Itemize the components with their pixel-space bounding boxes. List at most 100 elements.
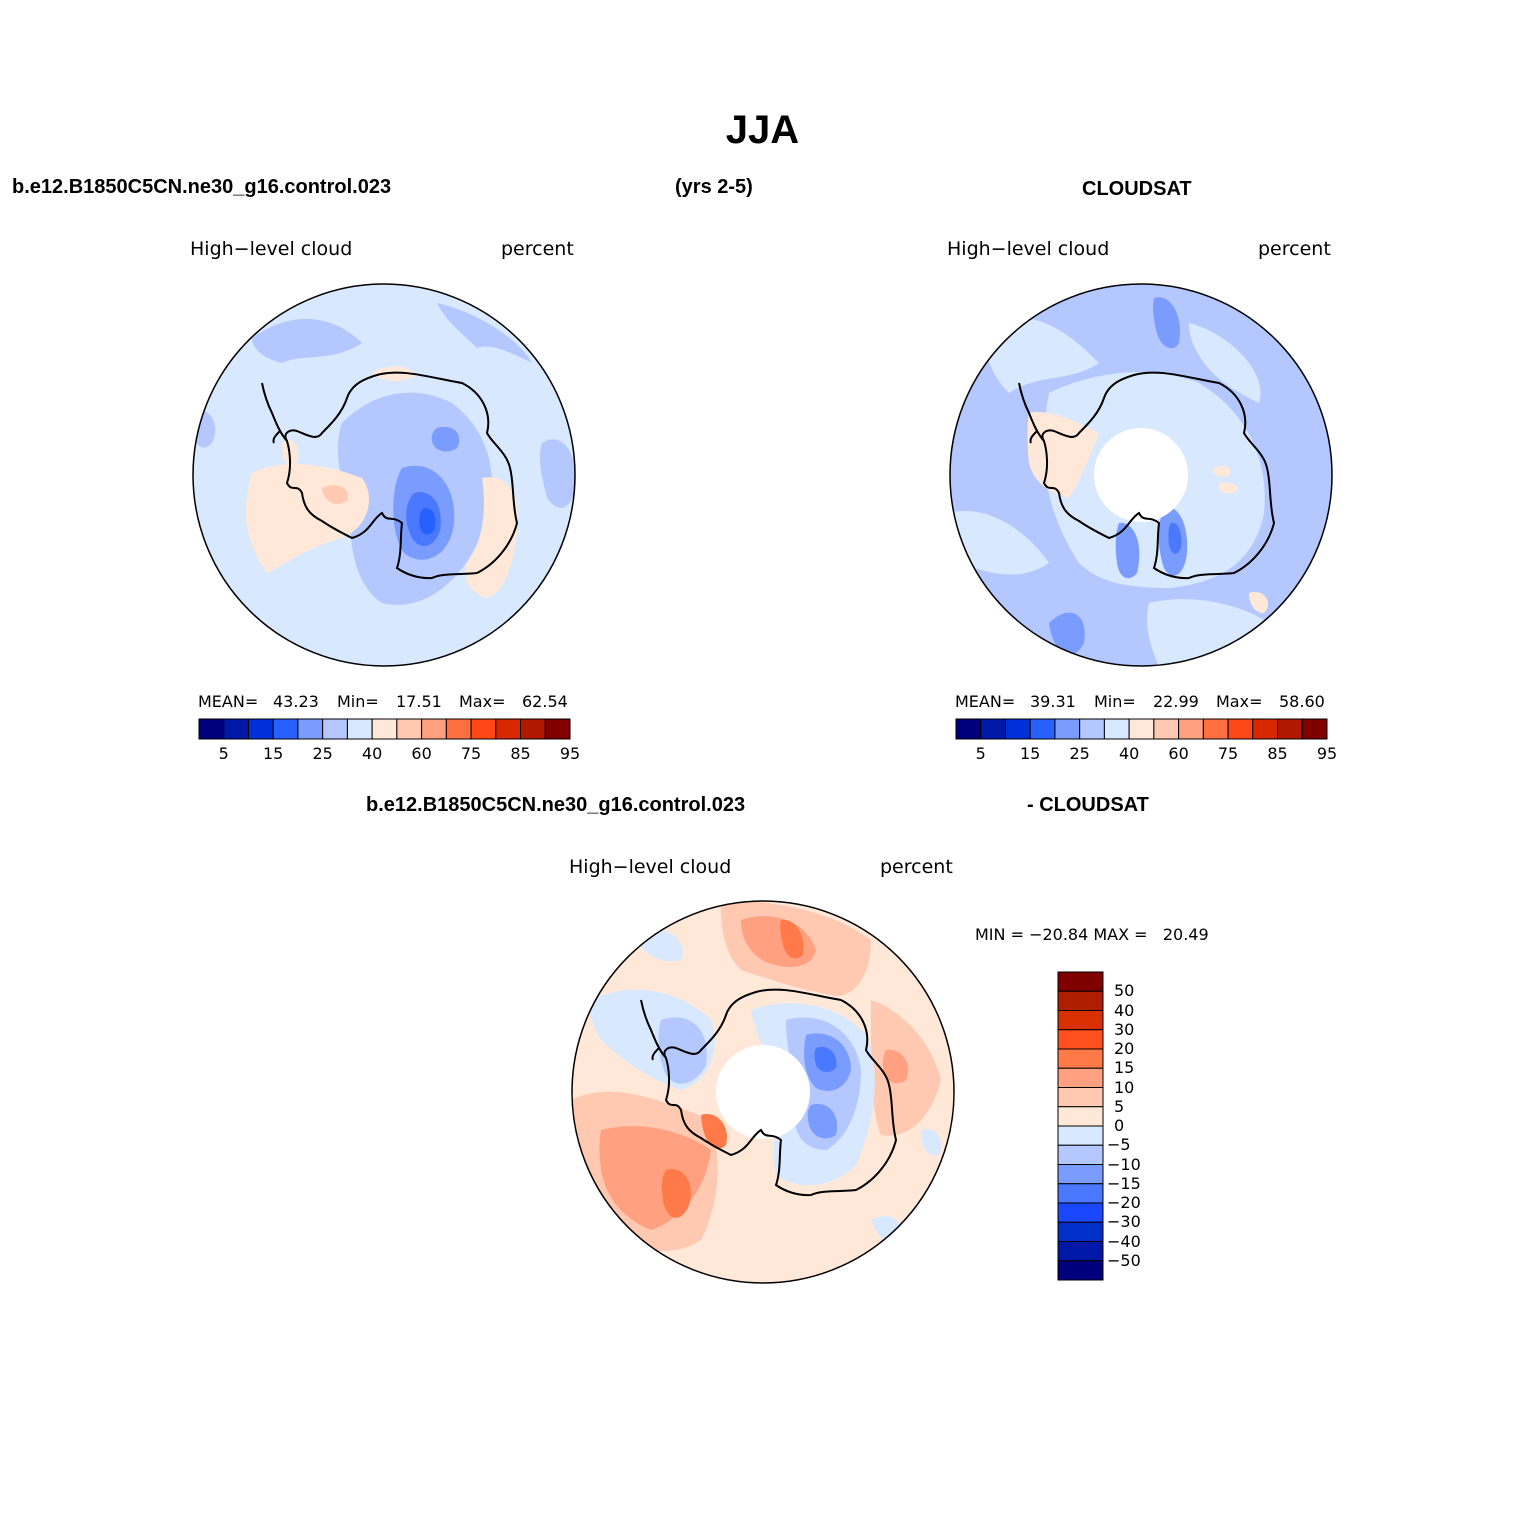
model-case-label: b.e12.B1850C5CN.ne30_g16.control.023 xyxy=(12,176,392,198)
colorbar-tick-label: 40 xyxy=(361,744,383,763)
colorbar-swatch xyxy=(1252,718,1279,740)
obs-polar-map xyxy=(949,283,1333,667)
colorbar-swatch xyxy=(1057,1106,1104,1127)
colorbar-tick-label: 50 xyxy=(1114,981,1135,1001)
obs-min-value: 22.99 xyxy=(1153,692,1199,711)
map-fill-light xyxy=(1189,323,1261,403)
colorbar-swatch xyxy=(1301,718,1328,740)
obs-variable-label: High−level cloud xyxy=(947,238,1110,260)
colorbar-tick-label: 95 xyxy=(559,744,581,763)
model-max-value: 62.54 xyxy=(522,692,568,711)
colorbar-tick-label: −10 xyxy=(1107,1154,1141,1174)
model-polar-map xyxy=(192,283,576,667)
map-fill-peach xyxy=(1249,592,1269,613)
antarctic-peninsula xyxy=(261,382,288,444)
map-fill-blue xyxy=(437,303,532,363)
map-fill-salmon xyxy=(883,1049,909,1084)
map-fill-salmon xyxy=(661,1169,691,1218)
colorbar-swatch xyxy=(1057,1087,1104,1108)
no-data-pole xyxy=(1094,428,1188,522)
colorbar-swatch xyxy=(1029,718,1056,740)
colorbar-tick-label: 60 xyxy=(1168,744,1189,763)
colorbar-tick-label: 30 xyxy=(1114,1019,1135,1039)
model-min-label: Min= xyxy=(337,692,379,711)
colorbar-swatch xyxy=(1057,1029,1104,1050)
colorbar-swatch xyxy=(544,718,571,740)
map-fill-blue xyxy=(1115,522,1140,579)
colorbar-swatch xyxy=(495,718,522,740)
colorbar-swatch xyxy=(421,718,447,740)
antarctic-peninsula xyxy=(1018,382,1045,444)
colorbar-swatch xyxy=(1057,1144,1104,1165)
obs-mean-label: MEAN= xyxy=(955,692,1016,711)
years-label: (yrs 2-5) xyxy=(675,176,753,198)
colorbar-tick-label: 5 xyxy=(1114,1096,1125,1116)
colorbar-swatch xyxy=(247,718,274,740)
obs-mean-value: 39.31 xyxy=(1030,692,1076,711)
diff-units-label: percent xyxy=(880,856,953,878)
obs-colorbar xyxy=(955,718,1328,740)
colorbar-tick-label: 95 xyxy=(1316,744,1338,763)
colorbar-swatch xyxy=(1057,1048,1104,1069)
map-fill-blue xyxy=(807,1104,838,1139)
colorbar-tick-label: 75 xyxy=(460,744,482,763)
antarctica-coastline xyxy=(284,371,519,580)
map-fill-blue xyxy=(814,1046,837,1072)
colorbar-swatch xyxy=(1153,718,1180,740)
colorbar-tick-label: 0 xyxy=(1114,1116,1125,1135)
colorbar-swatch xyxy=(980,718,1006,740)
colorbar-tick-label: −15 xyxy=(1107,1173,1141,1193)
figure-title: JJA xyxy=(725,108,800,152)
obs-max-label: Max= xyxy=(1216,692,1263,711)
colorbar-swatch xyxy=(1057,1202,1104,1223)
colorbar-swatch xyxy=(470,718,497,740)
colorbar-swatch xyxy=(272,718,299,740)
colorbar-swatch xyxy=(1277,718,1303,740)
colorbar-swatch xyxy=(1057,1260,1104,1281)
obs-units-label: percent xyxy=(1258,238,1331,260)
map-fill-salmon xyxy=(780,919,804,959)
map-fill-lightblue xyxy=(921,1129,942,1156)
colorbar-tick-label: −40 xyxy=(1107,1231,1141,1251)
colorbar-tick-label: 15 xyxy=(263,744,284,763)
colorbar-swatch xyxy=(955,718,982,740)
colorbar-swatch xyxy=(1103,718,1130,740)
colorbar-tick-label: −30 xyxy=(1107,1212,1141,1232)
diff-case-label-left: b.e12.B1850C5CN.ne30_g16.control.023 xyxy=(366,794,746,816)
colorbar-tick-label: 40 xyxy=(1118,744,1140,763)
colorbar-swatch xyxy=(1057,1241,1104,1262)
colorbar-tick-label: −5 xyxy=(1107,1135,1131,1155)
map-fill-peach xyxy=(1213,465,1231,477)
colorbar-swatch xyxy=(445,718,472,740)
map-fill-blue xyxy=(1153,297,1180,349)
no-data-pole xyxy=(716,1045,810,1139)
diff-variable-label: High−level cloud xyxy=(569,856,732,878)
colorbar-tick-label: 40 xyxy=(1114,1000,1135,1020)
colorbar-swatch xyxy=(322,718,348,740)
map-fill-blue xyxy=(539,439,575,508)
colorbar-swatch xyxy=(223,718,249,740)
colorbar-tick-label: 5 xyxy=(218,744,229,763)
diff-polar-map xyxy=(571,900,955,1284)
colorbar-tick-label: −20 xyxy=(1107,1193,1141,1212)
map-fill-light xyxy=(985,317,1099,393)
diff-case-label-right: - CLOUDSAT xyxy=(1027,794,1149,816)
map-fill-light xyxy=(950,511,1049,575)
antarctic-peninsula xyxy=(640,999,667,1061)
model-min-value: 17.51 xyxy=(396,692,442,711)
model-variable-label: High−level cloud xyxy=(190,238,353,260)
colorbar-swatch xyxy=(1057,1067,1104,1088)
colorbar-swatch xyxy=(1054,718,1081,740)
colorbar-tick-label: 60 xyxy=(411,744,432,763)
diff-minmax-label: MIN = −20.84 MAX = 20.49 xyxy=(975,925,1209,944)
colorbar-tick-label: −50 xyxy=(1107,1250,1141,1270)
map-fill-peach xyxy=(465,477,518,598)
map-fill-blue xyxy=(431,426,460,452)
map-fill-blue xyxy=(1049,612,1085,655)
antarctica-coastline xyxy=(1041,371,1276,580)
colorbar-swatch xyxy=(1057,971,1104,992)
model-mean-label: MEAN= xyxy=(198,692,259,711)
colorbar-swatch xyxy=(1057,1221,1104,1242)
colorbar-swatch xyxy=(198,718,225,740)
colorbar-tick-label: 10 xyxy=(1114,1077,1135,1097)
